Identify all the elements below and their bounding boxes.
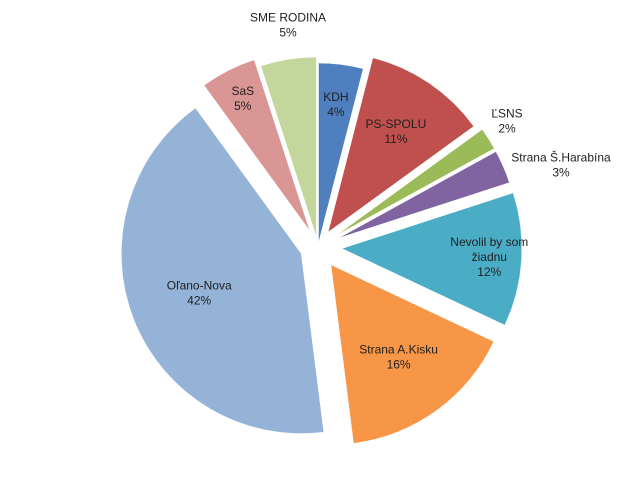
slice-value-label: 16%: [387, 358, 411, 372]
pie-slice-olano-nova: [121, 107, 325, 434]
slice-value-label: 42%: [187, 294, 211, 308]
slice-name-label: Oľano-Nova: [167, 279, 232, 293]
pie-slice-nevolil-by-som: [341, 192, 523, 326]
pie-slice-strana-s-harabina: [338, 151, 510, 239]
slice-name-label: PS-SPOLU: [366, 117, 427, 131]
slice-name-label: Strana Š.Harabína: [511, 150, 611, 165]
pie-slice-kdh: [318, 62, 364, 244]
slice-name-label: KDH: [323, 90, 348, 104]
pie-slice-strana-a-kisku: [330, 264, 495, 444]
slice-value-label: 3%: [552, 166, 570, 180]
pie-slice-sas: [203, 59, 311, 232]
slice-value-label: 11%: [384, 132, 407, 146]
slice-value-label: 2%: [498, 122, 516, 136]
slice-name-label: žiadnu: [472, 250, 507, 264]
pie-slice-lsns: [336, 129, 495, 236]
pie-slice-sme-rodina: [260, 56, 317, 238]
slice-name-label: ĽSNS: [491, 107, 522, 121]
slice-value-label: 4%: [327, 105, 345, 119]
slice-value-label: 5%: [279, 26, 297, 40]
slice-name-label: SaS: [231, 84, 254, 98]
slice-name-label: SME RODINA: [250, 11, 326, 25]
slice-value-label: 5%: [234, 99, 252, 113]
slice-value-label: 12%: [477, 265, 501, 279]
pie-slice-ps-spolu: [327, 57, 475, 233]
slice-name-label: Nevolil by som: [450, 235, 528, 249]
slice-name-label: Strana A.Kisku: [359, 343, 438, 357]
